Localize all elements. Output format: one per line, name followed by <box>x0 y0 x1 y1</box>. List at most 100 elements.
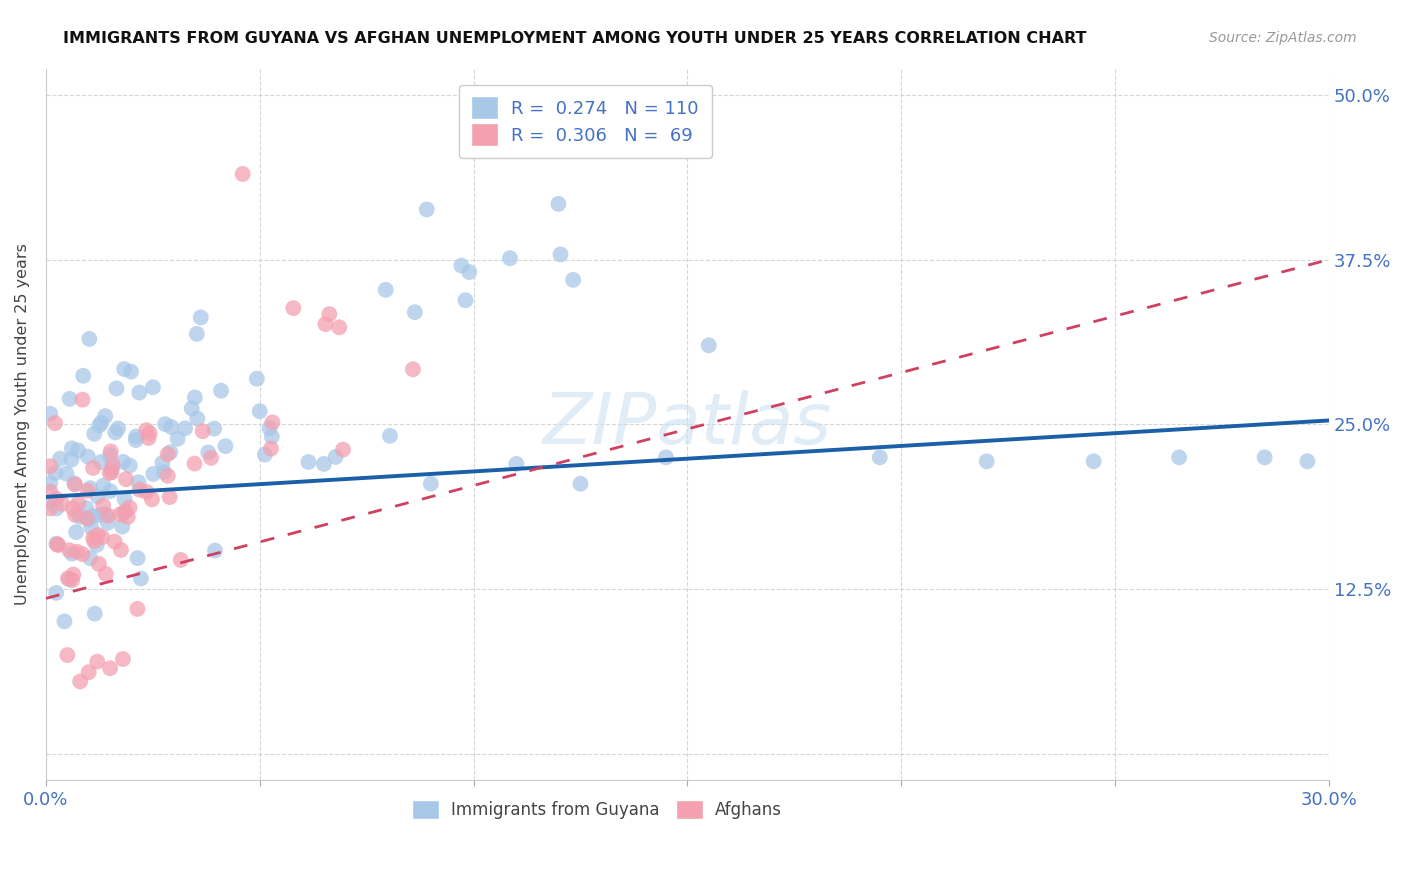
Point <box>63 477 86 491</box>
Point <box>160 420 183 434</box>
Point <box>128 385 150 400</box>
Point <box>117 510 139 524</box>
Point <box>87 528 110 542</box>
Point <box>45 536 67 550</box>
Point <box>125 433 148 447</box>
Text: Source: ZipAtlas.com: Source: ZipAtlas.com <box>1209 31 1357 45</box>
Point <box>655 450 678 465</box>
Point <box>104 534 127 549</box>
Point <box>976 454 998 468</box>
Point <box>697 338 720 352</box>
Point <box>454 293 477 308</box>
Point <box>114 491 136 506</box>
Point <box>1253 450 1275 465</box>
Point <box>505 457 527 471</box>
Y-axis label: Unemployment Among Youth under 25 years: Unemployment Among Youth under 25 years <box>15 244 30 606</box>
Point <box>94 409 117 423</box>
Point <box>49 451 72 466</box>
Point <box>79 551 101 566</box>
Point <box>190 310 212 325</box>
Point <box>58 543 80 558</box>
Point <box>191 424 214 438</box>
Point <box>166 432 188 446</box>
Point <box>101 458 124 472</box>
Point <box>156 468 179 483</box>
Point <box>547 197 569 211</box>
Point <box>39 459 62 474</box>
Point <box>232 167 254 181</box>
Point <box>569 476 592 491</box>
Point <box>249 404 271 418</box>
Point <box>180 401 202 416</box>
Point <box>262 416 284 430</box>
Point <box>416 202 439 217</box>
Point <box>62 567 84 582</box>
Point <box>111 652 134 666</box>
Point <box>159 445 181 459</box>
Legend: Immigrants from Guyana, Afghans: Immigrants from Guyana, Afghans <box>406 794 789 825</box>
Point <box>1168 450 1191 465</box>
Point <box>499 251 522 265</box>
Point <box>97 508 120 523</box>
Point <box>46 538 69 552</box>
Point <box>91 499 114 513</box>
Point <box>138 431 160 445</box>
Point <box>128 483 150 497</box>
Point <box>39 476 62 491</box>
Point <box>118 500 141 515</box>
Point <box>82 461 104 475</box>
Point <box>69 509 91 524</box>
Point <box>86 655 108 669</box>
Point <box>104 425 127 440</box>
Point <box>86 538 108 552</box>
Point <box>138 426 160 441</box>
Point <box>260 429 283 443</box>
Point <box>170 553 193 567</box>
Point <box>450 259 472 273</box>
Point <box>214 439 236 453</box>
Point <box>39 501 62 516</box>
Point <box>77 512 100 526</box>
Point <box>83 426 105 441</box>
Point <box>105 381 128 395</box>
Point <box>79 332 101 346</box>
Point <box>66 545 89 559</box>
Point <box>260 442 283 456</box>
Point <box>200 450 222 465</box>
Point <box>72 368 94 383</box>
Point <box>112 362 135 376</box>
Point <box>156 447 179 461</box>
Point <box>127 602 149 616</box>
Point <box>87 557 110 571</box>
Point <box>75 501 97 516</box>
Point <box>128 475 150 490</box>
Point <box>98 661 121 675</box>
Point <box>97 516 120 530</box>
Point <box>184 391 207 405</box>
Point <box>159 490 181 504</box>
Point <box>135 484 157 499</box>
Point <box>314 317 336 331</box>
Point <box>111 519 134 533</box>
Point <box>44 416 66 430</box>
Point <box>72 392 94 407</box>
Point <box>374 283 396 297</box>
Text: IMMIGRANTS FROM GUYANA VS AFGHAN UNEMPLOYMENT AMONG YOUTH UNDER 25 YEARS CORRELA: IMMIGRANTS FROM GUYANA VS AFGHAN UNEMPLO… <box>63 31 1087 46</box>
Point <box>45 501 67 516</box>
Point <box>91 478 114 492</box>
Point <box>46 537 69 551</box>
Point <box>100 465 122 479</box>
Point <box>404 305 426 319</box>
Point <box>60 452 83 467</box>
Point <box>60 442 83 456</box>
Point <box>202 422 225 436</box>
Point <box>94 566 117 581</box>
Point <box>76 511 98 525</box>
Point <box>312 457 335 471</box>
Point <box>39 495 62 509</box>
Point <box>63 508 86 522</box>
Point <box>114 504 136 518</box>
Point <box>125 429 148 443</box>
Point <box>65 525 87 540</box>
Point <box>82 508 104 523</box>
